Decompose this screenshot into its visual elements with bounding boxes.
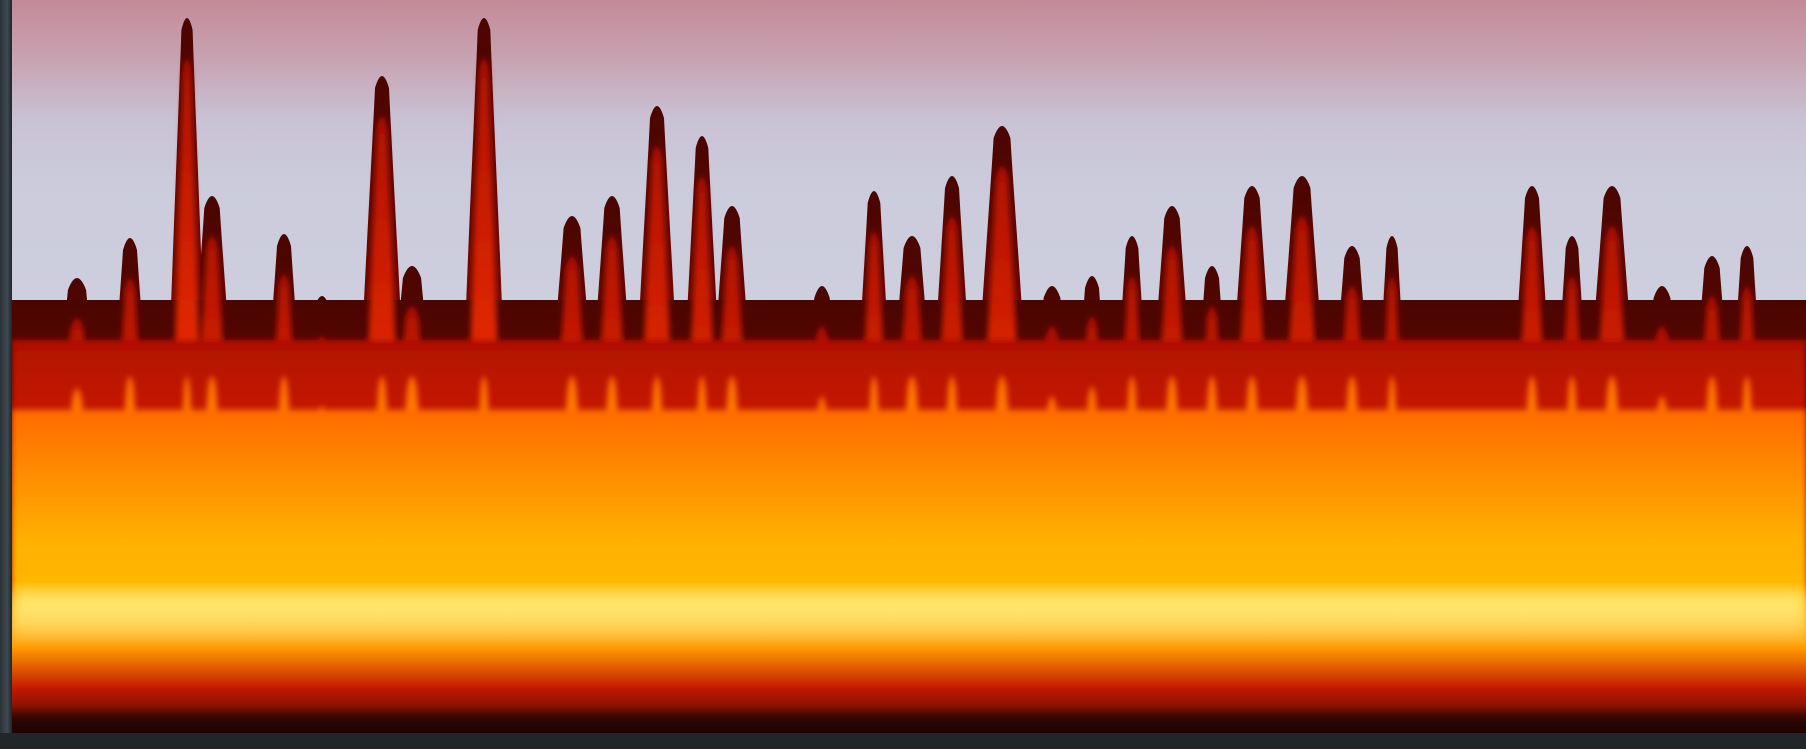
window-bottom-border <box>0 733 1806 749</box>
window-left-border <box>0 0 12 749</box>
ground-strip <box>12 706 1806 736</box>
fire-flames-image <box>12 18 1806 736</box>
fire-scene <box>12 0 1806 736</box>
